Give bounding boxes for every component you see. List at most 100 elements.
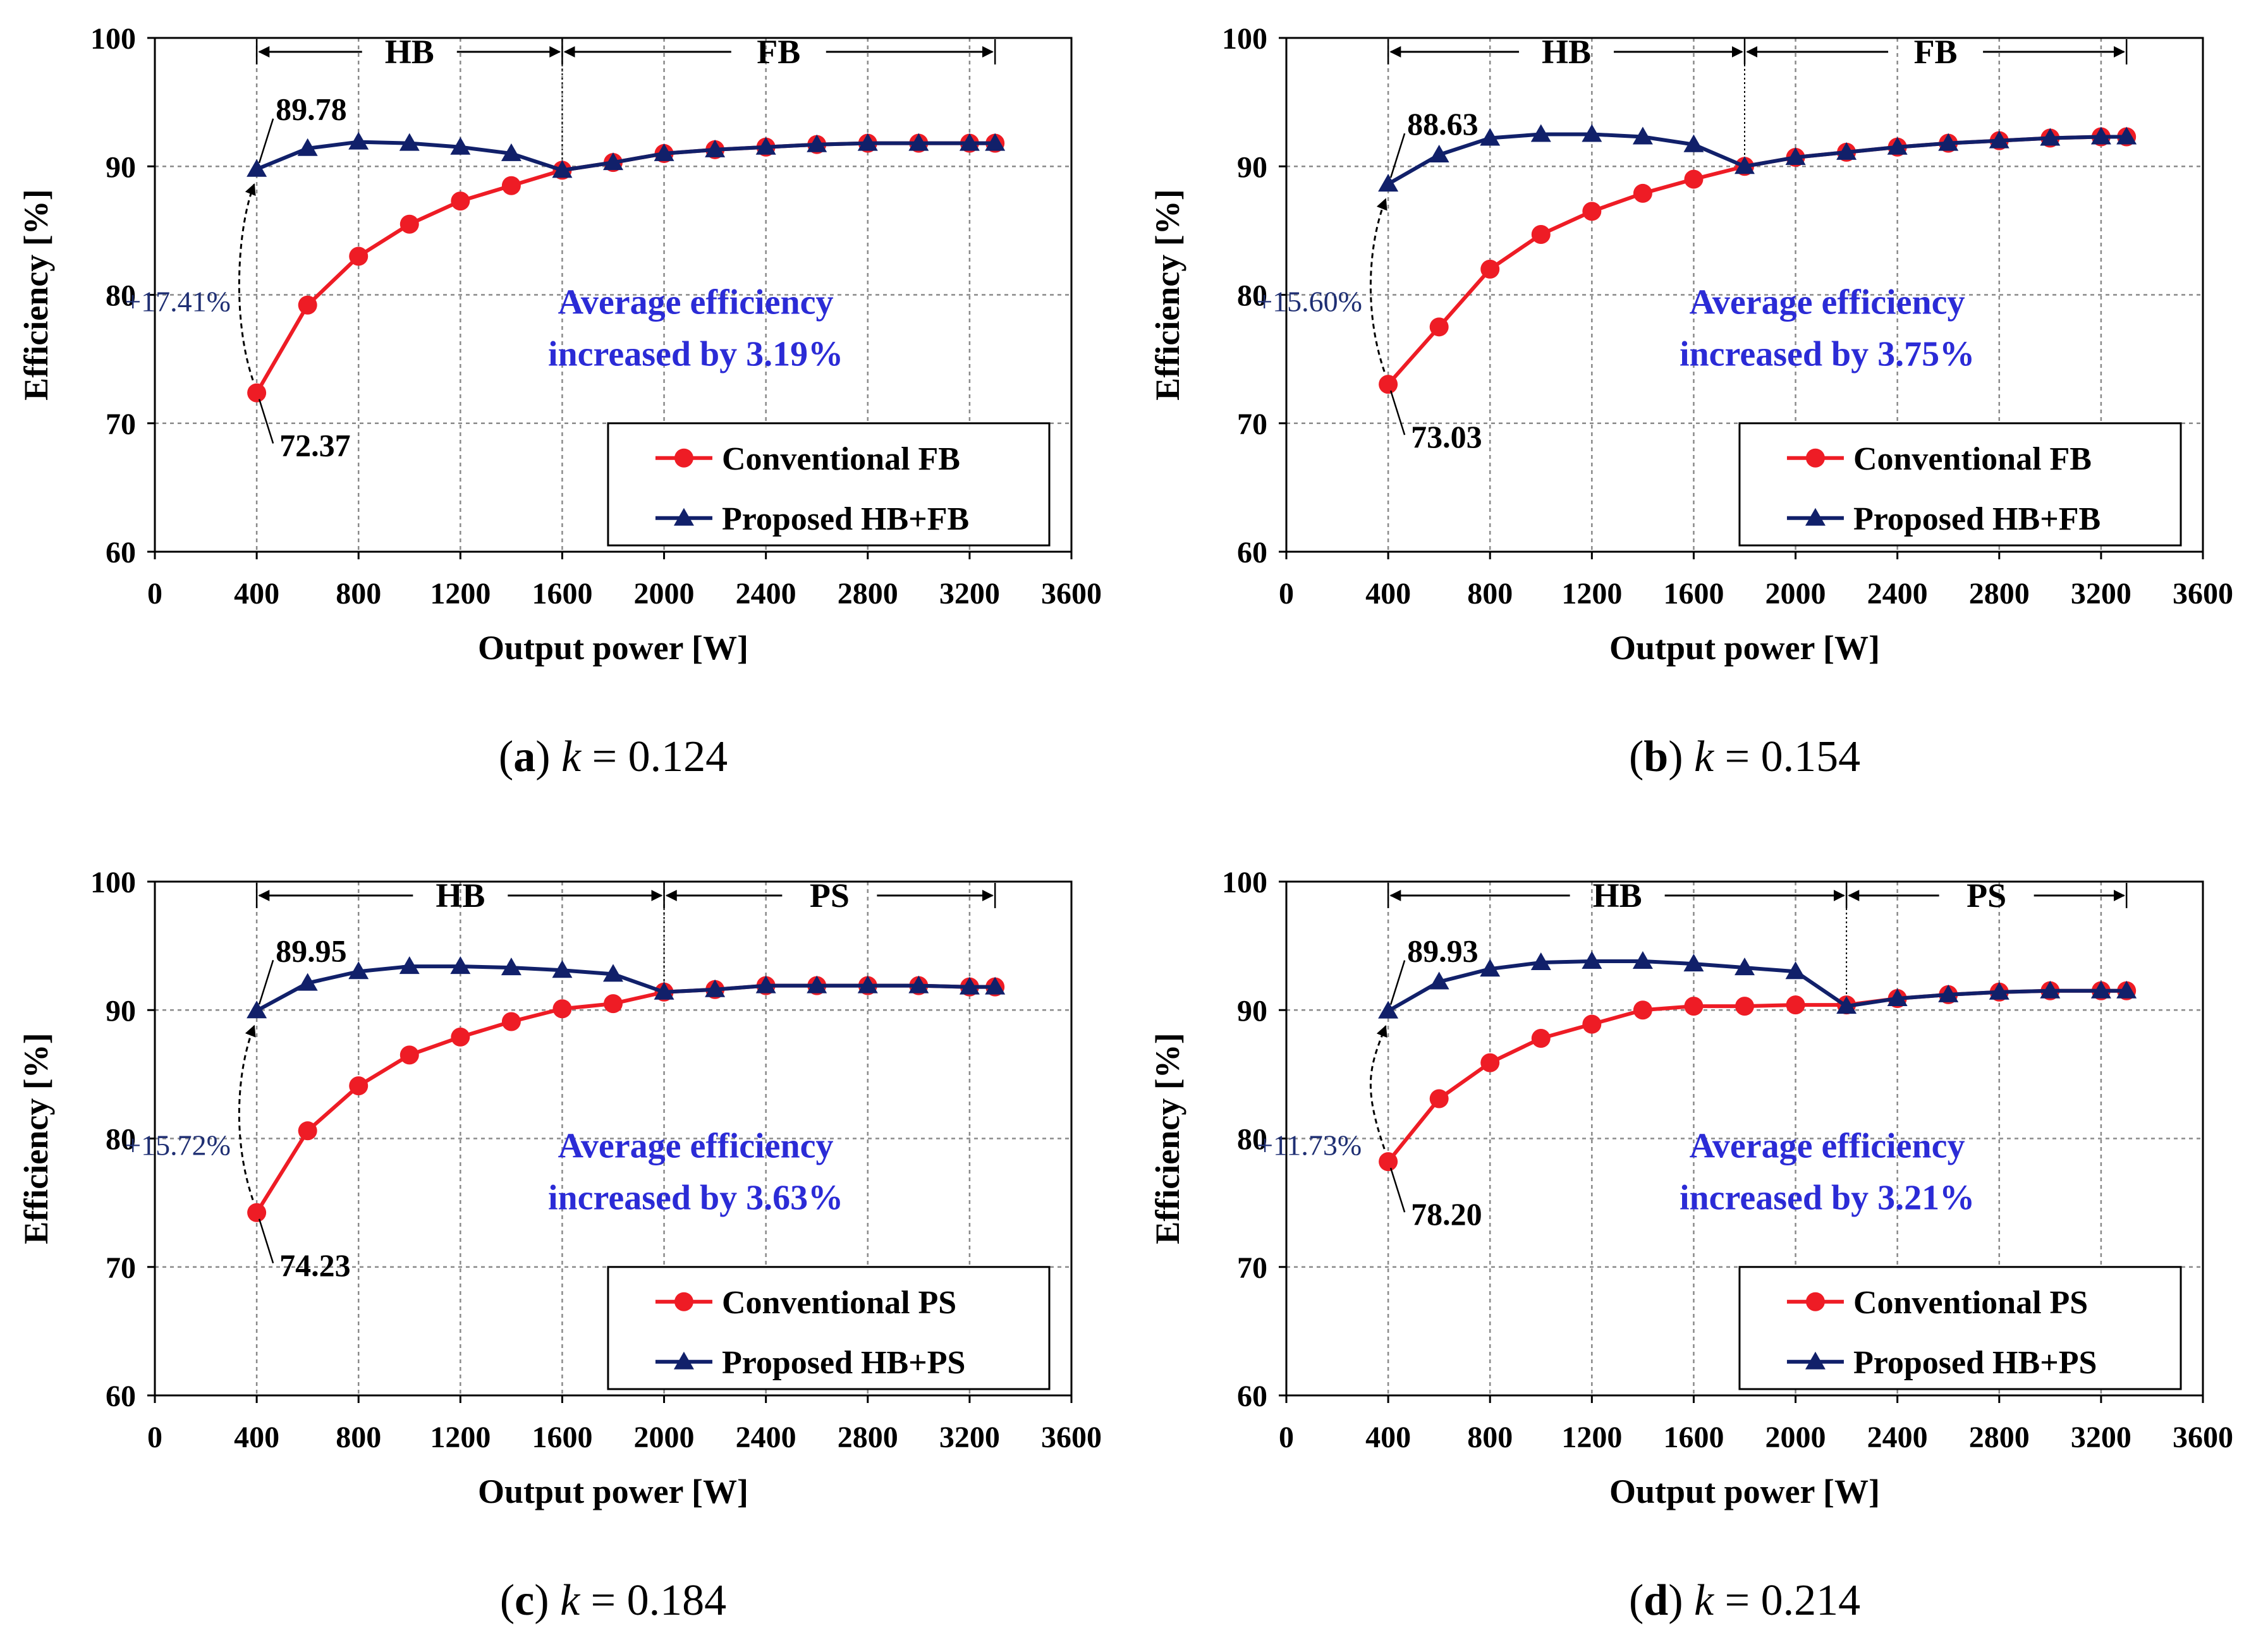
- axis-ticks: 0 400 800 1200 1600 2000 2400 2800 3200 360060708…: [1222, 22, 2233, 610]
- x-tick-label: 3600: [2173, 1421, 2233, 1454]
- caption-letter: a: [513, 732, 535, 781]
- legend-label: Conventional FB: [722, 441, 960, 477]
- series-proposed: [1378, 951, 2137, 1019]
- data-point: [501, 1012, 521, 1031]
- data-point: [349, 1076, 369, 1096]
- data-point: [247, 1000, 267, 1019]
- x-tick-label: 3200: [2071, 1421, 2131, 1454]
- y-tick-label: 100: [1222, 866, 1267, 899]
- data-point: [1684, 169, 1704, 189]
- panel-caption: (b) k = 0.154: [1629, 732, 1860, 781]
- x-tick-label: 2000: [634, 577, 695, 610]
- x-tick-label: 2400: [1867, 1421, 1928, 1454]
- annotations: 89.93 78.20 +11.73% Average efficiency incre…: [1257, 933, 1975, 1232]
- data-point: [450, 956, 471, 975]
- caption-letter: d: [1643, 1576, 1668, 1625]
- data-point: [1735, 997, 1754, 1016]
- x-tick-label: 2400: [1867, 577, 1928, 610]
- data-point: [501, 143, 521, 161]
- data-point: [1480, 259, 1500, 279]
- data-point: [1531, 224, 1551, 244]
- avg-efficiency-line1: Average efficiency: [1690, 283, 1965, 322]
- series-proposed: [247, 131, 1006, 178]
- data-point: [807, 134, 827, 152]
- y-tick-label: 90: [106, 150, 136, 184]
- x-tick-label: 400: [234, 577, 279, 610]
- value-label-bottom: 73.03: [1411, 419, 1482, 454]
- y-tick-label: 80: [1237, 1123, 1267, 1157]
- avg-efficiency-line1: Average efficiency: [558, 1127, 834, 1166]
- data-point: [552, 999, 572, 1019]
- data-point: [2116, 126, 2137, 145]
- data-point: [1632, 951, 1653, 969]
- series-proposed: [1378, 124, 2137, 192]
- x-tick-label: 2000: [634, 1421, 695, 1454]
- data-point: [552, 960, 573, 978]
- gain-arrow: [238, 183, 256, 381]
- data-point: [1480, 128, 1501, 146]
- mode-label-left: HB: [385, 33, 434, 71]
- gain-label: +15.60%: [1256, 286, 1362, 318]
- data-point: [705, 139, 726, 157]
- data-point: [857, 133, 878, 151]
- y-tick-label: 70: [1237, 408, 1267, 441]
- annotations: 89.78 72.37 +17.41% Average efficiency incre…: [125, 92, 843, 463]
- avg-efficiency-line2: increased by 3.21%: [1680, 1179, 1975, 1218]
- y-tick-label: 80: [106, 1123, 136, 1157]
- data-point: [1582, 1014, 1602, 1034]
- data-point: [297, 138, 318, 156]
- x-tick-label: 1200: [430, 577, 491, 610]
- caption-paren-close: ): [1668, 732, 1694, 781]
- data-point: [2090, 126, 2111, 145]
- legend-box: [1738, 1266, 2182, 1390]
- x-tick-label: 400: [1365, 1421, 1411, 1454]
- data-point: [1429, 971, 1449, 990]
- data-point: [1683, 134, 1704, 152]
- x-tick-label: 1200: [1561, 1421, 1622, 1454]
- leader-line: [258, 399, 274, 444]
- x-axis-label: Output power [W]: [1609, 1473, 1880, 1510]
- caption-k-value: 0.184: [627, 1576, 727, 1625]
- x-tick-label: 1200: [430, 1421, 491, 1454]
- x-axis-label: Output power [W]: [1609, 629, 1880, 667]
- chart-panel-b: 0 400 800 1200 1600 2000 2400 2800 3200 360060708…: [1149, 22, 2233, 781]
- gain-label: +11.73%: [1257, 1129, 1362, 1162]
- x-tick-label: 800: [1467, 577, 1513, 610]
- mode-indicators: HB FB: [255, 33, 996, 171]
- data-point: [1429, 144, 1449, 162]
- caption-k-value: 0.154: [1761, 732, 1861, 781]
- chart-panel-a: 0 400 800 1200 1600 2000 2400 2800 3200 360060708…: [17, 22, 1102, 781]
- value-label-bottom: 72.37: [279, 428, 350, 463]
- legend-label: Conventional PS: [722, 1285, 956, 1321]
- series-line: [1387, 959, 2127, 1013]
- y-axis-label: Efficiency [%]: [1149, 1033, 1186, 1244]
- legend-label: Proposed HB+PS: [1853, 1345, 2097, 1381]
- data-point: [2040, 128, 2061, 146]
- x-tick-label: 0: [147, 577, 162, 610]
- y-tick-label: 70: [1237, 1251, 1267, 1285]
- legend: Conventional FB Proposed HB+FB: [1738, 422, 2182, 547]
- y-tick-label: 80: [106, 279, 136, 313]
- gain-label: +17.41%: [125, 286, 231, 318]
- y-tick-label: 60: [106, 536, 136, 569]
- mode-label-right: FB: [757, 33, 800, 71]
- data-point: [603, 964, 623, 982]
- data-point: [985, 976, 1006, 995]
- leader-line: [258, 1218, 274, 1264]
- data-point: [1582, 202, 1602, 221]
- legend: Conventional FB Proposed HB+FB: [607, 422, 1051, 547]
- x-tick-label: 1600: [532, 1421, 592, 1454]
- x-tick-label: 2800: [1969, 577, 2030, 610]
- annotations: 88.63 73.03 +15.60% Average efficiency incre…: [1256, 106, 1975, 454]
- data-point: [501, 176, 521, 195]
- data-point: [1735, 957, 1755, 976]
- x-tick-label: 2000: [1765, 577, 1826, 610]
- caption-paren-close: ): [534, 1576, 560, 1625]
- mode-label-left: HB: [436, 877, 485, 914]
- value-label-top: 89.95: [276, 933, 346, 968]
- axis-ticks: 0 400 800 1200 1600 2000 2400 2800 3200 360060708…: [1222, 866, 2233, 1454]
- caption-letter: b: [1643, 732, 1668, 781]
- y-tick-label: 60: [1237, 1380, 1267, 1413]
- axis-ticks: 0 400 800 1200 1600 2000 2400 2800 3200 360060708…: [90, 22, 1102, 610]
